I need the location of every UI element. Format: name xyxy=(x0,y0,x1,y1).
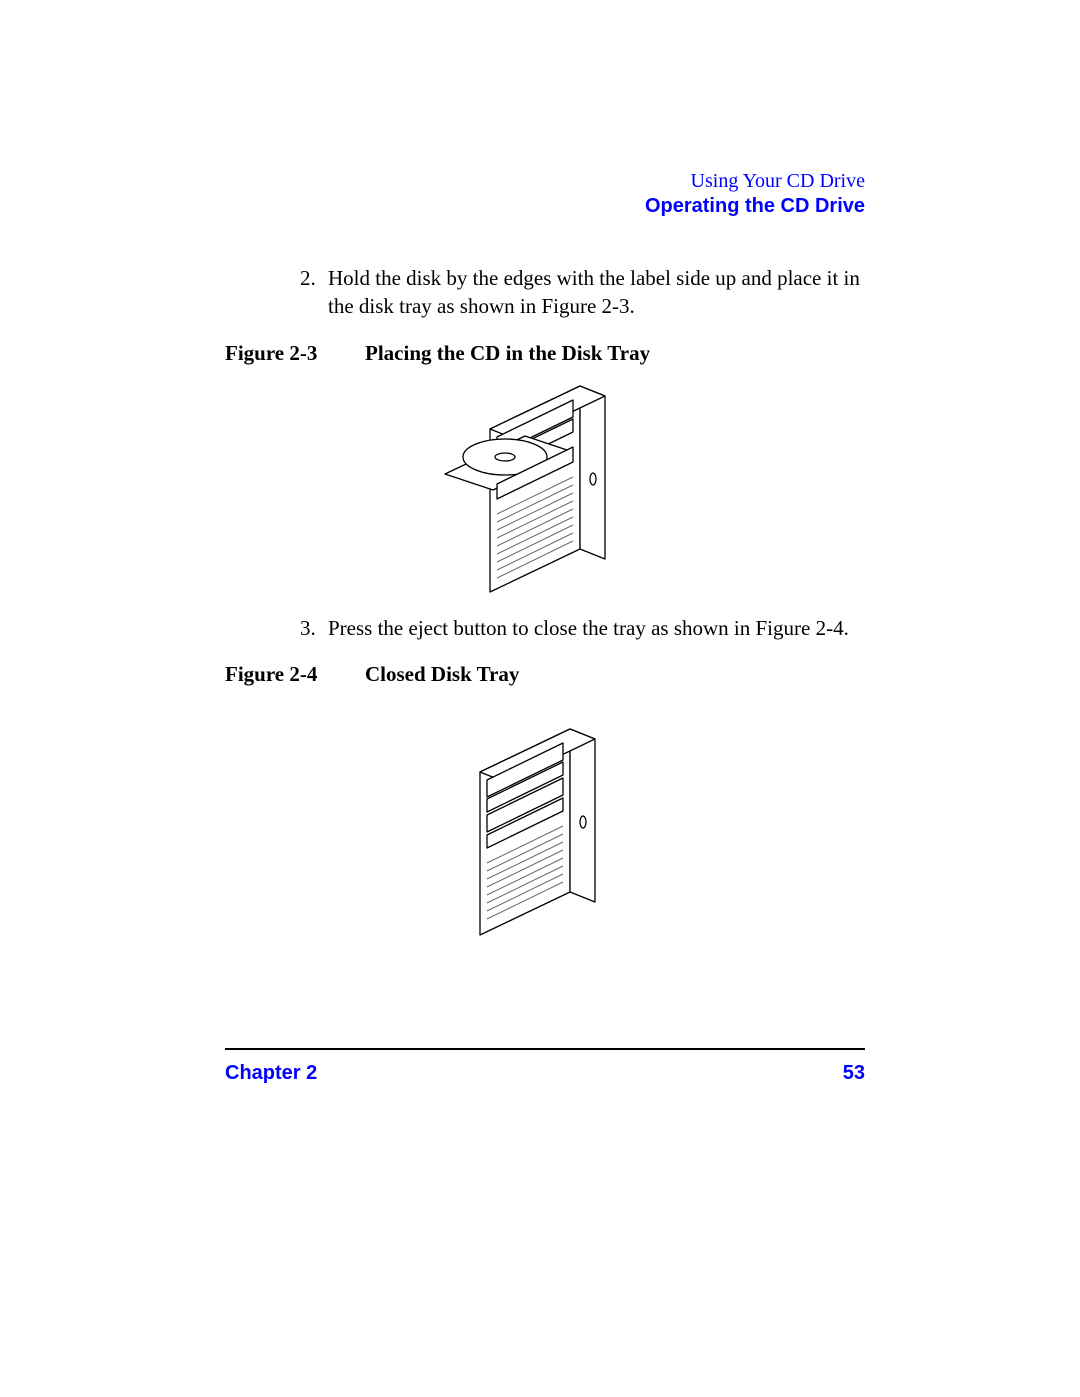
page-footer: Chapter 2 53 xyxy=(225,1048,865,1085)
figure-title: Placing the CD in the Disk Tray xyxy=(365,341,865,366)
figure-label: Figure 2-3 xyxy=(225,341,365,366)
figure-label: Figure 2-4 xyxy=(225,662,365,687)
cd-tray-closed-illustration xyxy=(405,717,685,937)
footer-page-number: 53 xyxy=(843,1062,865,1085)
step-number: 2. xyxy=(300,264,328,321)
chapter-title: Using Your CD Drive xyxy=(225,170,865,193)
page-content: Using Your CD Drive Operating the CD Dri… xyxy=(225,170,865,957)
figure-2-3-image xyxy=(225,374,865,594)
figure-2-3-caption: Figure 2-3 Placing the CD in the Disk Tr… xyxy=(225,341,865,366)
step-number: 3. xyxy=(300,614,328,642)
footer-chapter: Chapter 2 xyxy=(225,1062,317,1085)
step-text: Hold the disk by the edges with the labe… xyxy=(328,264,865,321)
step-text: Press the eject button to close the tray… xyxy=(328,614,865,642)
figure-2-4-image xyxy=(225,717,865,937)
step-2: 2. Hold the disk by the edges with the l… xyxy=(300,264,865,321)
figure-title: Closed Disk Tray xyxy=(365,662,865,687)
page-header: Using Your CD Drive Operating the CD Dri… xyxy=(225,170,865,218)
step-3: 3. Press the eject button to close the t… xyxy=(300,614,865,642)
section-title: Operating the CD Drive xyxy=(225,195,865,218)
figure-2-4-caption: Figure 2-4 Closed Disk Tray xyxy=(225,662,865,687)
cd-tray-open-illustration xyxy=(405,374,685,594)
